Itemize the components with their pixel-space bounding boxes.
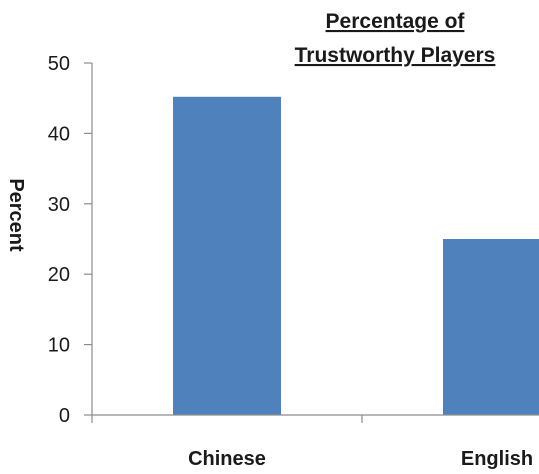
- bars-group: [173, 96, 539, 416]
- bar-chinese: [173, 96, 281, 416]
- chart-title-line-1: Percentage of: [326, 10, 466, 33]
- y-tick-label: 10: [48, 335, 70, 357]
- chart-title: Percentage of Trustworthy Players: [295, 10, 496, 67]
- y-tick-label: 20: [48, 264, 70, 286]
- axes-group: [84, 62, 539, 423]
- y-tick-label: 0: [59, 405, 70, 427]
- bar-english: [443, 239, 539, 415]
- y-tick-label: 40: [48, 123, 70, 145]
- y-axis-title: Percent: [5, 178, 27, 252]
- labels-group: 0 10 20 30 40 50 Chinese English: [48, 53, 533, 470]
- y-tick-label: 50: [48, 53, 70, 75]
- y-tick-label: 30: [48, 194, 70, 216]
- chart-title-line-2: Trustworthy Players: [295, 44, 496, 67]
- x-category-label: English: [461, 448, 533, 470]
- x-category-label: Chinese: [188, 448, 266, 470]
